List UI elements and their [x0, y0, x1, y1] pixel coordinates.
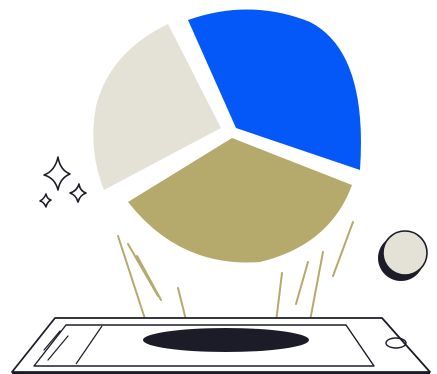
smartphone-icon [11, 317, 431, 374]
coin-face [382, 230, 428, 276]
sparkle-icon [39, 156, 87, 208]
phone-screen-divider [75, 325, 103, 365]
phone-screen [33, 324, 375, 367]
phone-home-button [385, 337, 407, 349]
sparkle-small-icon [69, 183, 87, 203]
pie-slice-blue [188, 9, 361, 171]
pie-slice-grey [93, 24, 221, 190]
phone-screen-reflection-1 [43, 330, 61, 351]
phone-screen-reflection-2 [47, 335, 69, 361]
pie-chart [93, 9, 361, 263]
coin-icon [378, 230, 428, 281]
projection-shadow [143, 328, 309, 352]
pie-slice-gold [128, 138, 352, 263]
sparkle-tiny-icon [39, 193, 52, 208]
sparkle-large-icon [43, 156, 71, 191]
